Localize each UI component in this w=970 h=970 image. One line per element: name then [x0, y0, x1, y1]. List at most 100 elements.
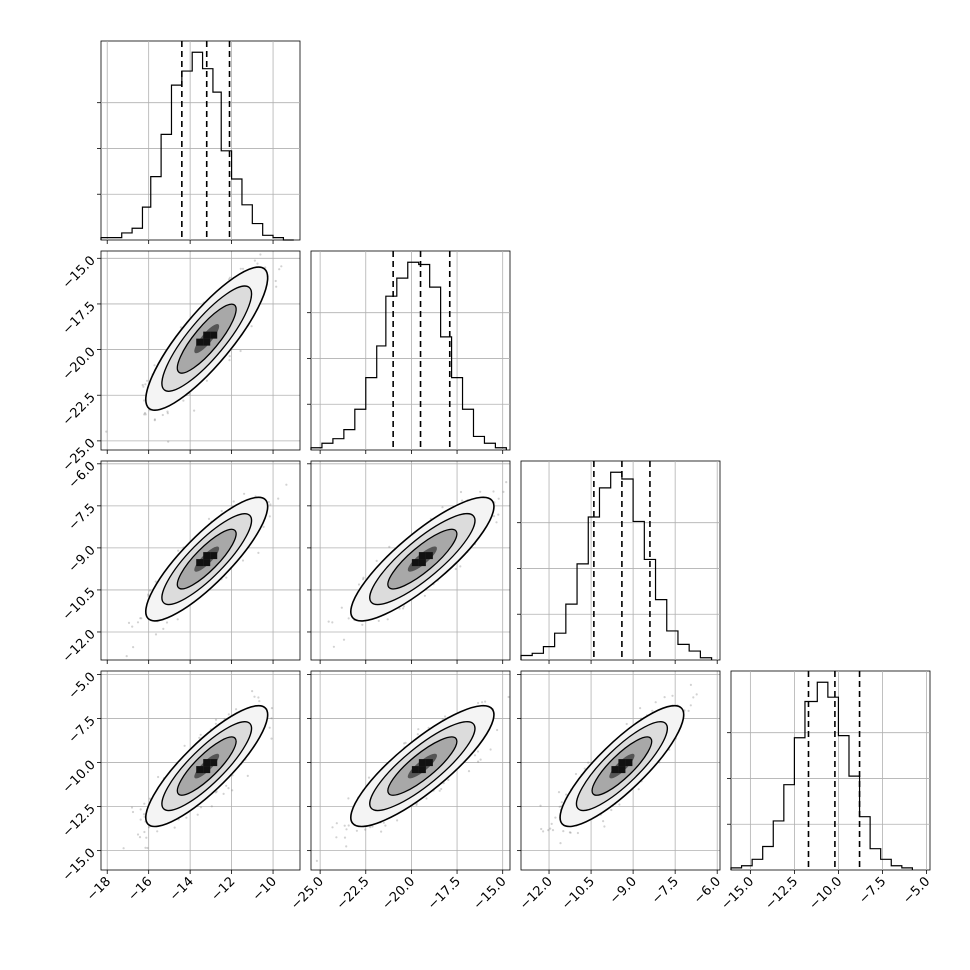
panel-frame [310, 460, 511, 661]
scatter-point [146, 379, 149, 382]
scatter-point [154, 580, 157, 583]
scatter-point [492, 490, 495, 493]
scatter-point [278, 268, 281, 271]
scatter-point [361, 623, 364, 626]
scatter-point [275, 285, 278, 288]
scatter-point [241, 559, 245, 562]
panel-frame [100, 460, 301, 661]
scatter-point [496, 728, 499, 732]
scatter-point [257, 551, 260, 555]
scatter-point [215, 790, 218, 793]
scatter-point [477, 760, 480, 763]
scatter-point [253, 695, 256, 698]
scatter-point [262, 525, 265, 529]
density-peak-cell [425, 759, 433, 767]
histogram-frame [310, 250, 511, 451]
scatter-point [148, 589, 151, 592]
scatter-point [214, 718, 218, 721]
scatter-point [122, 847, 125, 850]
scatter-point [380, 830, 383, 833]
scatter-point [495, 521, 498, 524]
scatter-point [258, 700, 261, 703]
scatter-panel-2-1 [307, 460, 511, 664]
scatter-point [554, 816, 557, 819]
scatter-point [144, 846, 147, 849]
scatter-point [347, 824, 350, 827]
scatter-point [347, 797, 350, 800]
scatter-point [131, 810, 135, 814]
scatter-point [347, 617, 350, 620]
scatter-point [398, 607, 401, 610]
scatter-point [440, 787, 443, 791]
density-peak-cell [210, 331, 218, 339]
scatter-point [166, 410, 169, 413]
scatter-point [270, 717, 273, 720]
scatter-point [228, 359, 231, 362]
scatter-point [148, 797, 151, 800]
scatter-point [425, 797, 428, 800]
scatter-point [207, 517, 211, 521]
scatter-point [166, 412, 169, 415]
density-peak-cell [411, 766, 419, 774]
scatter-point [193, 409, 196, 412]
scatter-panel-2-0 [97, 460, 301, 664]
histogram-steps [520, 471, 713, 660]
panel-frame [310, 670, 511, 871]
scatter-point [364, 828, 367, 831]
scatter-point [481, 701, 484, 704]
scatter-point [125, 655, 128, 658]
scatter-point [143, 399, 146, 402]
scatter-point [196, 813, 199, 816]
scatter-point [268, 515, 271, 518]
scatter-point [654, 701, 657, 704]
scatter-point [143, 830, 146, 834]
scatter-point [315, 859, 318, 863]
scatter-point [198, 736, 201, 739]
scatter-point [225, 576, 228, 579]
scatter-point [507, 695, 510, 699]
histogram-frame [100, 40, 301, 241]
scatter-point [375, 559, 378, 563]
scatter-point [476, 750, 480, 753]
scatter-point [227, 713, 230, 716]
scatter-point [362, 578, 365, 581]
panel-content [105, 253, 283, 443]
scatter-point [332, 645, 335, 648]
scatter-point [362, 576, 365, 579]
histogram-panel-2 [517, 460, 721, 664]
scatter-point [479, 490, 482, 493]
scatter-point [270, 707, 273, 710]
scatter-point [246, 774, 249, 778]
scatter-point [377, 619, 380, 623]
scatter-point [497, 497, 500, 500]
scatter-point [269, 503, 272, 506]
scatter-point [497, 513, 500, 516]
scatter-point [403, 742, 406, 745]
scatter-point [154, 633, 158, 636]
scatter-point [342, 638, 346, 641]
histogram-panel-1 [307, 250, 511, 454]
scatter-point [371, 825, 374, 828]
scatter-point [417, 728, 420, 731]
scatter-point [139, 808, 142, 811]
scatter-point [402, 605, 406, 608]
scatter-point [142, 385, 145, 388]
scatter-point [610, 808, 613, 812]
panel-content [125, 483, 288, 658]
scatter-point [147, 826, 151, 829]
scatter-point [176, 618, 179, 621]
density-peak-cell [418, 766, 426, 774]
scatter-point [177, 549, 180, 552]
scatter-point [447, 778, 450, 782]
scatter-point [232, 500, 235, 503]
density-peak-cell [196, 338, 204, 346]
scatter-point [205, 379, 208, 382]
scatter-point [280, 265, 283, 268]
scatter-point [199, 733, 202, 736]
scatter-point [136, 833, 140, 836]
scatter-point [144, 413, 147, 416]
histogram-steps [100, 51, 294, 241]
scatter-point [404, 741, 407, 745]
density-peak-cell [418, 759, 426, 767]
scatter-point [165, 621, 169, 624]
